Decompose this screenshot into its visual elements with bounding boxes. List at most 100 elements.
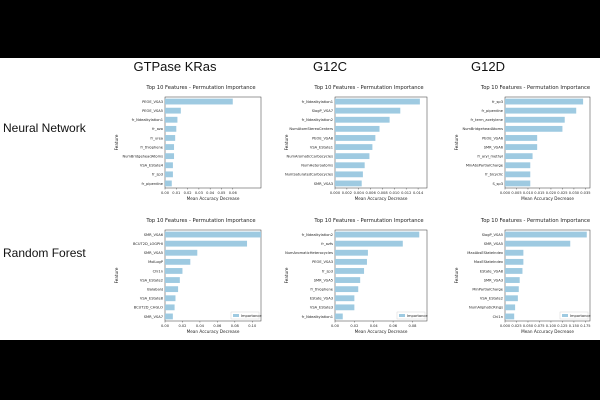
chart-6: Top 10 Features - Permutation Importance… — [454, 218, 591, 334]
x-tick-label: 0.014 — [413, 191, 424, 195]
bar-slogp-vsa5 — [505, 231, 587, 238]
chart-4: Top 10 Features - Permutation Importance… — [114, 218, 262, 334]
y-tick-label: fr_urea — [150, 136, 163, 140]
x-axis-label: Mean Accuracy Decrease — [187, 329, 240, 334]
chart-3: Top 10 Features - Permutation Importance… — [454, 85, 591, 201]
bar-fr-bicyclic — [505, 171, 531, 178]
x-tick-label: 0.075 — [534, 324, 544, 328]
y-tick-label: SMR_VSA3 — [314, 182, 333, 186]
bar-smr-vsa3 — [505, 277, 520, 283]
y-tick-label: fr_thiophene — [140, 145, 163, 149]
y-tick-label: fr_sp3 — [492, 100, 503, 104]
y-tick-label: MaxAbsEStateIndex — [467, 251, 504, 255]
y-tick-label: SMR_VSA5 — [144, 251, 163, 255]
y-axis-label: Feature — [284, 134, 289, 150]
x-tick-label: 0.125 — [557, 324, 567, 328]
x-tick-label: 0.04 — [370, 324, 379, 328]
y-tick-label: NumBridgeheadAtoms — [122, 154, 163, 158]
x-tick-label: 0.08 — [408, 324, 417, 328]
bar-numbridgeheadatoms — [165, 153, 175, 160]
legend-swatch — [562, 314, 568, 317]
y-tick-label: VSA_EState1 — [310, 145, 333, 149]
bar-fr-term-acetylene — [505, 116, 565, 123]
x-tick-label: 0.05 — [217, 191, 225, 195]
bar-mollogp — [165, 258, 191, 265]
chart-2: Top 10 Features - Permutation Importance… — [284, 85, 428, 201]
x-tick-label: 0.10 — [248, 324, 257, 328]
y-tick-label: PEOE_VSA8 — [312, 136, 334, 140]
y-tick-label: fr_thiophene — [310, 287, 333, 291]
bar-peoe-vsa5 — [165, 107, 181, 114]
chart-title: Top 10 Features - Permutation Importance — [145, 85, 255, 91]
bar-fr-piperdine — [165, 180, 172, 187]
y-tick-label: fr_sp3 — [152, 173, 163, 177]
bar-estate-vsa8 — [505, 268, 523, 274]
y-tick-label: VSA_EState8 — [140, 297, 164, 301]
y-tick-label: EState_VSA8 — [480, 269, 504, 273]
bar-fr-ndealkylation1 — [335, 313, 343, 320]
bar-smr-vsa5 — [335, 277, 361, 283]
y-tick-label: SMR_VSA3 — [484, 278, 503, 282]
x-tick-label: 0.02 — [178, 324, 186, 328]
y-tick-label: fr_Ndealkylation2 — [302, 233, 333, 237]
y-tick-label: MolLogP — [148, 260, 164, 264]
bar-vsa-estate2 — [505, 295, 518, 302]
y-tick-label: NumAromaticHeterocycles — [285, 251, 333, 255]
column-title-gtpase-kras: GTPase KRas — [133, 59, 217, 74]
bar-bcut2d-chglo — [165, 304, 175, 311]
y-axis-label: Feature — [114, 134, 119, 150]
x-tick-label: 0.025 — [511, 324, 521, 328]
y-tick-label: MinAbsPartialCharge — [466, 164, 504, 168]
chart-title: Top 10 Features - Permutation Importance — [480, 85, 590, 91]
bar-minabspartialcharge — [505, 162, 531, 169]
x-tick-label: 0.006 — [365, 191, 376, 195]
bar-numatomstereocenters — [335, 125, 380, 132]
x-tick-label: 0.012 — [401, 191, 411, 195]
y-tick-label: PEOE_VSA6 — [482, 136, 504, 140]
y-tick-label: SMR_VSA5 — [314, 278, 333, 282]
x-tick-label: 0.030 — [569, 191, 580, 195]
y-tick-label: fr_bicyclic — [485, 173, 503, 177]
plot-frame — [334, 96, 428, 189]
y-tick-label: fr_azo — [152, 127, 163, 131]
bar-maxabsestateindex — [505, 249, 524, 256]
y-tick-label: fr_Ndealkylation1 — [302, 315, 333, 319]
legend-swatch — [399, 314, 405, 317]
y-tick-label: SMR_VSA7 — [144, 315, 163, 319]
y-tick-label: NumHeteroatoms — [301, 164, 333, 168]
x-tick-label: 0.010 — [389, 191, 400, 195]
y-tick-label: fr_piperdine — [482, 109, 504, 113]
plot-frame — [164, 96, 262, 189]
x-tick-label: 0.015 — [534, 191, 544, 195]
bar-smr-vsa6 — [505, 144, 538, 150]
x-tick-label: 0.175 — [580, 324, 590, 328]
y-tick-label: BCUT2D_CHGLO — [134, 306, 163, 310]
bar-smr-vsa7 — [165, 313, 173, 320]
bar-smr-vsa5 — [505, 240, 571, 247]
bar-peoe-vsa3 — [335, 258, 367, 265]
y-tick-label: SMR_VSA6 — [144, 233, 164, 237]
x-tick-label: 0.06 — [213, 324, 222, 328]
bar-fr-sp3 — [505, 98, 584, 105]
y-tick-label: NumBridgeheadAtoms — [462, 127, 503, 131]
x-tick-label: 0.002 — [342, 191, 352, 195]
y-axis-label: Feature — [454, 267, 459, 283]
x-tick-label: 0.000 — [330, 191, 341, 195]
column-title-g12c: G12C — [313, 59, 347, 74]
y-tick-label: fr_sp3 — [322, 269, 333, 273]
bar-bcut2d-logphi — [165, 240, 248, 247]
bar-vsa-estate3 — [335, 304, 355, 311]
bar-fr-ndealkylation1 — [335, 98, 420, 105]
bar-peoe-vsa6 — [505, 135, 538, 141]
bar-slogp-vsa7 — [335, 107, 401, 114]
y-tick-label: SMR_VSA6 — [484, 145, 504, 149]
y-tick-label: fr_Ndealkylation1 — [132, 118, 163, 122]
x-tick-label: 0.004 — [354, 191, 365, 195]
y-tick-label: fr_term_acetylene — [471, 118, 504, 122]
figure-panel: GTPase KRas G12C G12D Neural Network Ran… — [0, 58, 600, 340]
x-tick-label: 0.010 — [523, 191, 534, 195]
bar-balabanj — [165, 286, 179, 293]
x-tick-label: 0.100 — [546, 324, 557, 328]
y-axis-label: Feature — [114, 267, 119, 283]
bar-smr-vsa3 — [335, 180, 362, 187]
